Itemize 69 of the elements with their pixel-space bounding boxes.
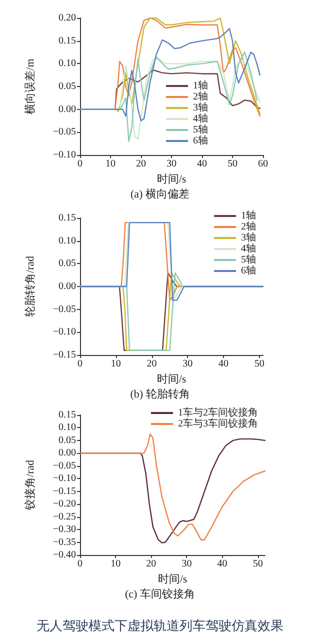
x-tick-label: 30 [166, 158, 176, 170]
y-tick-label: 0.05 [58, 81, 76, 92]
y-tick-label: 0.05 [58, 258, 76, 270]
text: (b) 轮胎转角 [130, 388, 190, 400]
x-axis-title: 时间/s [158, 572, 188, 586]
y-tick-label: −0.15 [52, 350, 76, 360]
y-tick-label: −0.10 [52, 326, 76, 338]
y-axis-title: 轮胎转角/rad [24, 255, 36, 318]
text: (a) 横向偏差 [130, 188, 190, 200]
x-axis-title: 时间/s [156, 172, 186, 186]
legend-label: 6轴 [241, 264, 256, 276]
y-tick-label: 0.10 [58, 235, 76, 246]
legend-label: 3轴 [241, 232, 256, 244]
text: (c) 车间铰接角 [125, 588, 195, 600]
x-tick-label: 40 [197, 158, 207, 170]
x-tick-label: 50 [228, 158, 238, 170]
x-tick-label: 40 [217, 558, 228, 570]
x-tick-label: 40 [218, 358, 229, 370]
legend-label: 6轴 [193, 134, 208, 146]
y-tick-label: −0.10 [52, 473, 76, 484]
legend-label: 4轴 [193, 112, 208, 124]
y-tick-label: −0.30 [52, 524, 76, 536]
x-axis-title: 时间/s [156, 372, 186, 386]
x-tick-label: 10 [110, 358, 121, 370]
y-tick-label: 0.00 [58, 448, 76, 459]
x-tick-label: 50 [254, 358, 264, 370]
x-tick-label: 30 [182, 358, 193, 370]
y-tick-label: 0.05 [58, 434, 76, 446]
x-tick-label: 20 [136, 158, 146, 170]
x-tick-label: 10 [110, 558, 121, 570]
y-tick-label: −0.05 [52, 304, 76, 315]
y-tick-label: −0.25 [52, 511, 76, 522]
y-tick-label: 0.20 [58, 12, 76, 24]
legend-label: 1车与2车间铰接角 [178, 406, 258, 418]
y-tick-label: 0.15 [58, 410, 76, 420]
y-axis-title: 铰接角/rad [24, 459, 36, 512]
y-axis-title: 横向误差/m [24, 58, 36, 114]
x-tick-label: 10 [106, 158, 116, 170]
y-tick-label: 0.10 [58, 422, 76, 434]
x-tick-label: 0 [78, 358, 82, 370]
y-tick-label: −0.05 [52, 460, 76, 472]
y-tick-label: 0.15 [58, 212, 76, 224]
text: 无人驾驶模式下虚拟轨道列车驾驶仿真效果 [36, 618, 284, 633]
legend-label: 1轴 [241, 210, 256, 222]
legend-label: 5轴 [193, 124, 208, 136]
y-tick-label: −0.35 [52, 536, 76, 548]
legend-label: 5轴 [241, 254, 256, 266]
x-tick-label: 30 [182, 558, 192, 570]
y-tick-label: −0.10 [52, 150, 76, 160]
y-tick-label: −0.40 [52, 550, 76, 560]
y-tick-label: −0.20 [52, 498, 76, 510]
legend-label: 2车与3车间铰接角 [178, 418, 258, 430]
y-tick-label: 0.00 [58, 104, 76, 115]
x-tick-label: 20 [146, 558, 156, 570]
y-tick-label: 0.10 [58, 58, 76, 70]
legend-label: 4轴 [241, 242, 256, 254]
x-tick-label: 60 [258, 158, 268, 170]
legend-label: 3轴 [193, 102, 208, 114]
y-tick-label: 0.00 [58, 281, 76, 292]
y-tick-label: 0.15 [58, 35, 76, 46]
x-tick-label: 20 [146, 358, 157, 370]
y-tick-label: −0.15 [52, 486, 76, 497]
legend-label: 2轴 [241, 220, 256, 232]
legend-label: 1轴 [193, 80, 208, 92]
x-tick-label: 0 [78, 158, 82, 170]
y-tick-label: −0.05 [52, 126, 76, 138]
legend-label: 2轴 [193, 90, 208, 102]
x-tick-label: 50 [252, 558, 263, 570]
x-tick-label: 0 [78, 558, 82, 570]
